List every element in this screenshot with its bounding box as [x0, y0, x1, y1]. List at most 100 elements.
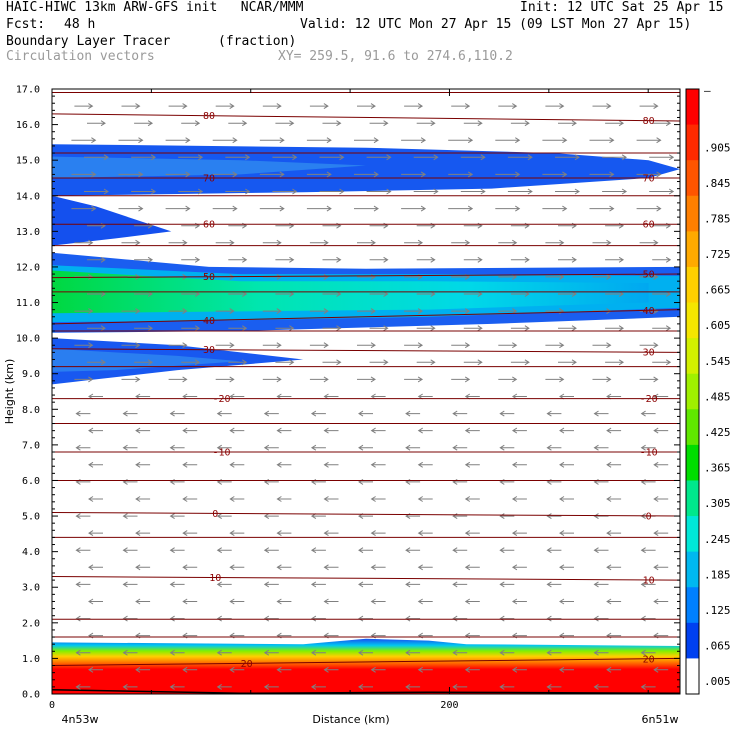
isotherm-label: 70 — [643, 173, 655, 184]
circulation-vector — [309, 376, 329, 383]
circulation-vector — [592, 103, 612, 110]
circulation-vector — [452, 649, 468, 656]
isotherm-line — [51, 113, 681, 122]
circulation-vector — [215, 376, 235, 383]
circulation-vector — [276, 461, 292, 468]
circulation-vector — [323, 666, 339, 673]
circulation-vector — [165, 171, 191, 178]
circulation-vector — [181, 359, 201, 366]
circulation-vector — [310, 649, 326, 656]
circulation-vector — [262, 308, 282, 315]
circulation-vector — [225, 154, 251, 161]
colorbar-label: .365 — [704, 462, 731, 475]
circulation-vector — [122, 410, 138, 417]
circulation-vector — [216, 444, 232, 451]
circulation-vector — [640, 410, 656, 417]
circulation-vector — [357, 273, 376, 280]
circulation-vector — [309, 273, 329, 280]
circulation-vector — [452, 410, 468, 417]
circulation-vector — [499, 410, 515, 417]
circulation-vector — [135, 564, 151, 571]
circulation-vector — [370, 496, 386, 502]
circulation-vector — [276, 598, 292, 605]
circulation-vector — [229, 598, 245, 605]
circulation-vector — [276, 530, 292, 537]
circulation-vector — [357, 308, 376, 315]
circulation-vector — [369, 325, 389, 332]
circulation-vector — [592, 342, 612, 349]
circulation-vector — [323, 496, 339, 502]
circulation-vector — [448, 137, 474, 144]
circulation-vector — [652, 325, 672, 332]
colorbar-label: – — [704, 84, 711, 97]
colorbar-label: .185 — [704, 568, 731, 581]
circulation-vector — [122, 513, 138, 520]
circulation-vector — [592, 376, 612, 383]
circulation-vector — [88, 666, 103, 673]
circulation-vector — [134, 120, 154, 127]
circulation-vector — [546, 444, 562, 451]
circulation-vector — [593, 444, 609, 451]
field-name: Boundary Layer Tracer — [6, 34, 171, 49]
circulation-vector — [358, 615, 373, 622]
circulation-vector — [310, 581, 326, 588]
circulation-vector — [135, 530, 151, 537]
circulation-vector — [653, 461, 669, 468]
circulation-vector — [323, 564, 339, 571]
circulation-vector — [182, 496, 198, 502]
isotherm-label: 50 — [643, 270, 655, 281]
isotherm-label: 30 — [643, 348, 655, 359]
circulation-vector — [358, 547, 373, 554]
circulation-vector — [88, 461, 103, 468]
circulation-vector — [589, 205, 615, 212]
circulation-vector — [212, 205, 238, 212]
circulation-vector — [652, 359, 672, 366]
circulation-vector — [121, 103, 141, 110]
circulation-vector — [309, 239, 329, 246]
circulation-vector — [319, 188, 345, 195]
circulation-vector — [75, 444, 91, 451]
circulation-vector — [263, 410, 279, 417]
circulation-vector — [276, 564, 292, 571]
circulation-vector — [606, 666, 622, 673]
circulation-vector — [272, 188, 298, 195]
circulation-vector — [546, 615, 562, 622]
colorbar-label: .005 — [704, 675, 731, 688]
colorbar-swatch — [686, 622, 699, 659]
colorbar-label: .485 — [704, 390, 731, 403]
y-tick-label: 15.0 — [16, 156, 40, 167]
tracer-region-boundary-layer — [52, 638, 680, 694]
circulation-vector — [605, 120, 625, 127]
model-title: HAIC-HIWC 13km ARW-GFS init NCAR/MMM — [6, 0, 304, 15]
circulation-vector — [118, 137, 144, 144]
circulation-vector — [636, 137, 662, 144]
circulation-vector — [306, 171, 332, 178]
circulation-vector — [88, 496, 103, 502]
circulation-vector — [182, 461, 198, 468]
circulation-vector — [545, 376, 565, 383]
circulation-vector — [640, 581, 656, 588]
circulation-vector — [135, 496, 151, 502]
circulation-vector — [276, 427, 292, 434]
circulation-vector — [169, 513, 185, 520]
circulation-vector — [182, 564, 198, 571]
circulation-vector — [216, 649, 232, 656]
isotherm-label: 50 — [203, 272, 215, 283]
circulation-vector — [464, 496, 480, 502]
isotherm-label: 10 — [643, 575, 655, 586]
circulation-vector — [370, 564, 386, 571]
circulation-vector — [498, 308, 518, 315]
circulation-vector — [358, 410, 373, 417]
circulation-vector — [212, 171, 238, 178]
circulation-vector — [323, 427, 339, 434]
y-tick-label: 2.0 — [22, 618, 40, 629]
circulation-vector — [448, 205, 474, 212]
circulation-vector — [178, 154, 204, 161]
circulation-vector — [460, 154, 486, 161]
circulation-vector — [606, 598, 622, 605]
circulation-vector — [75, 547, 91, 554]
circulation-vector — [499, 649, 515, 656]
circulation-vector — [212, 137, 238, 144]
circulation-vector — [263, 615, 279, 622]
isotherm-label: 20 — [643, 654, 655, 665]
